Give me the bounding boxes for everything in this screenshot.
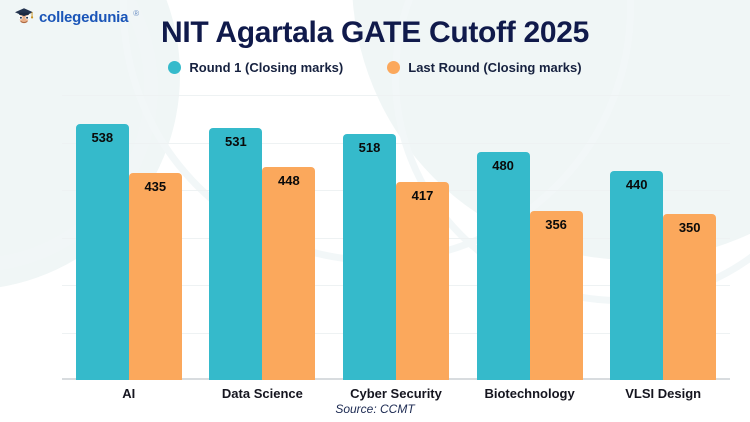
bar-value-label: 448 [278,173,300,189]
legend-label-round1: Round 1 (Closing marks) [189,60,344,75]
bar-last-round[interactable]: 350 [663,213,717,380]
bar-group: 518 417 Cyber Security [342,95,449,401]
logo-wordmark: collegedunia [39,8,129,26]
legend-item-round1[interactable]: Round 1 (Closing marks) [168,60,343,75]
gridline [62,95,730,96]
legend-item-last-round[interactable]: Last Round (Closing marks) [387,60,582,75]
bar-value-label: 435 [144,179,167,195]
bar-value-label: 480 [492,158,514,173]
bar-value-label: 538 [91,130,114,146]
bar-value-label: 350 [678,219,701,235]
logo-trademark: ® [133,9,140,18]
bar-last-round[interactable]: 356 [529,210,583,380]
x-axis-category-label: Biotechnology [484,386,575,401]
bar-groups: 538 435 AI 531 448 Data Science 518 417 Cyber Se… [62,95,730,401]
collegedunia-logo: collegedunia ® [14,6,139,28]
x-axis-category-label: VLSI Design [625,386,702,401]
graduation-cap-mascot-icon [14,6,34,29]
bar-last-round[interactable]: 417 [395,181,449,380]
bar-value-label: 356 [545,216,567,232]
bar-value-label: 440 [625,177,648,192]
chart-legend: Round 1 (Closing marks) Last Round (Clos… [0,60,750,75]
x-axis-category-label: Data Science [221,386,303,401]
x-axis-category-label: Cyber Security [350,386,442,401]
bar-value-label: 417 [411,187,434,203]
legend-swatch-icon-last-round [387,61,401,74]
legend-label-last-round: Last Round (Closing marks) [408,60,582,75]
chart-title: NIT Agartala GATE Cutoff 2025 [160,16,590,49]
legend-swatch-icon-round1 [168,61,182,74]
bar-value-label: 518 [358,139,381,155]
bar-value-label: 531 [225,133,247,149]
bar-round1[interactable]: 518 [342,133,396,380]
bar-round1[interactable]: 531 [209,127,263,380]
bar-last-round[interactable]: 448 [262,167,316,380]
bar-round1[interactable]: 538 [75,124,129,380]
bar-group: 538 435 AI [75,95,182,401]
bar-round1[interactable]: 440 [610,171,664,380]
bar-group: 531 448 Data Science [209,95,316,401]
bar-last-round[interactable]: 435 [128,173,182,380]
bar-group: 440 350 VLSI Design [610,95,717,401]
gridline [62,142,730,144]
bar-round1[interactable]: 480 [476,152,530,380]
x-axis-category-label: AI [122,386,136,401]
bar-group: 480 356 Biotechnology [476,95,583,401]
source-note: Source: CCMT [335,402,415,416]
